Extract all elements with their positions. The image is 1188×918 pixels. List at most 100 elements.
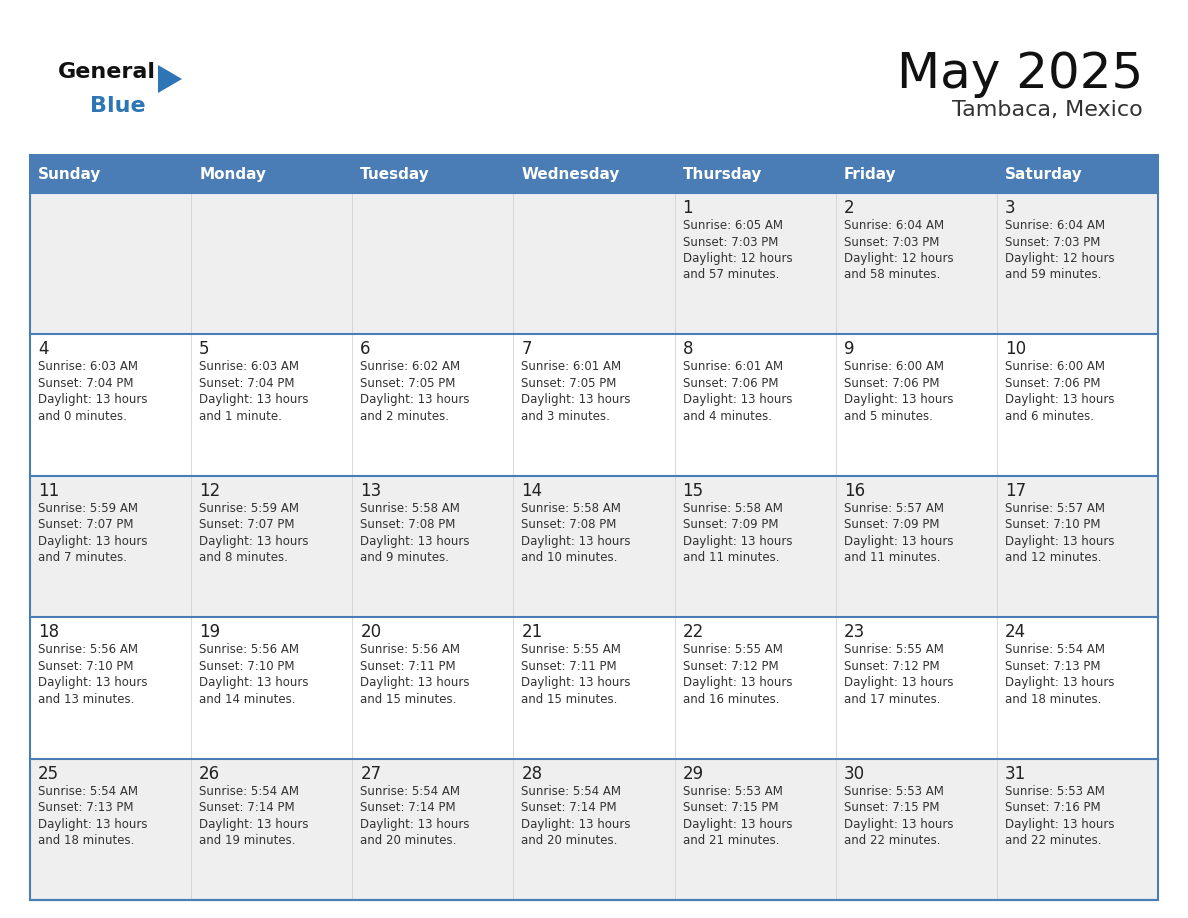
Text: Monday: Monday bbox=[200, 166, 266, 182]
Text: Sunset: 7:12 PM: Sunset: 7:12 PM bbox=[843, 660, 940, 673]
Text: 10: 10 bbox=[1005, 341, 1026, 358]
Text: Sunrise: 5:54 AM: Sunrise: 5:54 AM bbox=[1005, 644, 1105, 656]
Text: Sunset: 7:09 PM: Sunset: 7:09 PM bbox=[843, 519, 940, 532]
Text: Daylight: 13 hours: Daylight: 13 hours bbox=[1005, 677, 1114, 689]
Text: and 15 minutes.: and 15 minutes. bbox=[360, 693, 456, 706]
Text: Sunrise: 6:00 AM: Sunrise: 6:00 AM bbox=[1005, 361, 1105, 374]
Text: and 11 minutes.: and 11 minutes. bbox=[683, 552, 779, 565]
Text: Saturday: Saturday bbox=[1005, 166, 1082, 182]
Text: Daylight: 13 hours: Daylight: 13 hours bbox=[683, 818, 792, 831]
Text: Daylight: 13 hours: Daylight: 13 hours bbox=[38, 535, 147, 548]
Text: 13: 13 bbox=[360, 482, 381, 499]
Text: Thursday: Thursday bbox=[683, 166, 762, 182]
Text: and 0 minutes.: and 0 minutes. bbox=[38, 410, 127, 423]
Text: Sunrise: 5:55 AM: Sunrise: 5:55 AM bbox=[522, 644, 621, 656]
Text: Daylight: 13 hours: Daylight: 13 hours bbox=[200, 535, 309, 548]
Text: Sunset: 7:10 PM: Sunset: 7:10 PM bbox=[1005, 519, 1100, 532]
Bar bbox=[30, 617, 1158, 758]
Text: Sunset: 7:09 PM: Sunset: 7:09 PM bbox=[683, 519, 778, 532]
Text: Daylight: 13 hours: Daylight: 13 hours bbox=[522, 677, 631, 689]
Text: Blue: Blue bbox=[90, 96, 146, 116]
Text: Sunset: 7:10 PM: Sunset: 7:10 PM bbox=[38, 660, 133, 673]
Text: and 19 minutes.: and 19 minutes. bbox=[200, 834, 296, 847]
Text: and 58 minutes.: and 58 minutes. bbox=[843, 268, 940, 282]
Text: Sunrise: 5:59 AM: Sunrise: 5:59 AM bbox=[200, 502, 299, 515]
Text: Sunrise: 5:53 AM: Sunrise: 5:53 AM bbox=[843, 785, 943, 798]
Text: Daylight: 13 hours: Daylight: 13 hours bbox=[843, 394, 953, 407]
Text: Sunset: 7:08 PM: Sunset: 7:08 PM bbox=[522, 519, 617, 532]
Text: and 6 minutes.: and 6 minutes. bbox=[1005, 410, 1094, 423]
Bar bbox=[30, 334, 1158, 476]
Text: Sunset: 7:14 PM: Sunset: 7:14 PM bbox=[200, 801, 295, 814]
Text: Sunrise: 5:55 AM: Sunrise: 5:55 AM bbox=[683, 644, 783, 656]
Text: and 21 minutes.: and 21 minutes. bbox=[683, 834, 779, 847]
Text: and 20 minutes.: and 20 minutes. bbox=[360, 834, 456, 847]
Text: Sunrise: 5:54 AM: Sunrise: 5:54 AM bbox=[360, 785, 460, 798]
Text: Sunrise: 6:04 AM: Sunrise: 6:04 AM bbox=[1005, 219, 1105, 232]
Text: and 57 minutes.: and 57 minutes. bbox=[683, 268, 779, 282]
Text: 7: 7 bbox=[522, 341, 532, 358]
Text: and 12 minutes.: and 12 minutes. bbox=[1005, 552, 1101, 565]
Text: 17: 17 bbox=[1005, 482, 1026, 499]
Text: 24: 24 bbox=[1005, 623, 1026, 641]
Text: and 22 minutes.: and 22 minutes. bbox=[843, 834, 940, 847]
Text: Daylight: 13 hours: Daylight: 13 hours bbox=[683, 394, 792, 407]
Text: Daylight: 13 hours: Daylight: 13 hours bbox=[522, 394, 631, 407]
Text: Sunset: 7:05 PM: Sunset: 7:05 PM bbox=[522, 377, 617, 390]
Text: Sunrise: 5:57 AM: Sunrise: 5:57 AM bbox=[843, 502, 943, 515]
Text: Daylight: 13 hours: Daylight: 13 hours bbox=[683, 535, 792, 548]
Text: Daylight: 13 hours: Daylight: 13 hours bbox=[683, 677, 792, 689]
Text: Daylight: 13 hours: Daylight: 13 hours bbox=[38, 818, 147, 831]
Text: 5: 5 bbox=[200, 341, 209, 358]
Text: 1: 1 bbox=[683, 199, 693, 217]
Text: Friday: Friday bbox=[843, 166, 896, 182]
Text: 25: 25 bbox=[38, 765, 59, 783]
Text: 12: 12 bbox=[200, 482, 221, 499]
Text: Sunrise: 6:02 AM: Sunrise: 6:02 AM bbox=[360, 361, 461, 374]
Text: Daylight: 12 hours: Daylight: 12 hours bbox=[843, 252, 953, 265]
Bar bbox=[30, 758, 1158, 900]
Text: Daylight: 13 hours: Daylight: 13 hours bbox=[1005, 818, 1114, 831]
Text: Daylight: 12 hours: Daylight: 12 hours bbox=[683, 252, 792, 265]
Text: Sunrise: 5:54 AM: Sunrise: 5:54 AM bbox=[200, 785, 299, 798]
Text: Sunset: 7:13 PM: Sunset: 7:13 PM bbox=[1005, 660, 1100, 673]
Text: 16: 16 bbox=[843, 482, 865, 499]
Text: Daylight: 13 hours: Daylight: 13 hours bbox=[360, 818, 469, 831]
Text: General: General bbox=[58, 62, 156, 82]
Text: Daylight: 13 hours: Daylight: 13 hours bbox=[843, 818, 953, 831]
Text: Sunrise: 5:53 AM: Sunrise: 5:53 AM bbox=[1005, 785, 1105, 798]
Text: Sunset: 7:11 PM: Sunset: 7:11 PM bbox=[360, 660, 456, 673]
Text: 23: 23 bbox=[843, 623, 865, 641]
Text: Daylight: 13 hours: Daylight: 13 hours bbox=[200, 394, 309, 407]
Text: Sunrise: 5:56 AM: Sunrise: 5:56 AM bbox=[360, 644, 460, 656]
Text: Sunset: 7:06 PM: Sunset: 7:06 PM bbox=[683, 377, 778, 390]
Text: Sunset: 7:07 PM: Sunset: 7:07 PM bbox=[200, 519, 295, 532]
Text: and 7 minutes.: and 7 minutes. bbox=[38, 552, 127, 565]
Text: Daylight: 13 hours: Daylight: 13 hours bbox=[1005, 535, 1114, 548]
Text: 4: 4 bbox=[38, 341, 49, 358]
Text: Sunrise: 5:59 AM: Sunrise: 5:59 AM bbox=[38, 502, 138, 515]
Text: and 18 minutes.: and 18 minutes. bbox=[38, 834, 134, 847]
Text: Daylight: 12 hours: Daylight: 12 hours bbox=[1005, 252, 1114, 265]
Text: May 2025: May 2025 bbox=[897, 50, 1143, 98]
Text: Sunset: 7:03 PM: Sunset: 7:03 PM bbox=[1005, 236, 1100, 249]
Text: and 13 minutes.: and 13 minutes. bbox=[38, 693, 134, 706]
Text: Sunset: 7:04 PM: Sunset: 7:04 PM bbox=[200, 377, 295, 390]
Text: and 16 minutes.: and 16 minutes. bbox=[683, 693, 779, 706]
Text: Daylight: 13 hours: Daylight: 13 hours bbox=[843, 535, 953, 548]
Text: 6: 6 bbox=[360, 341, 371, 358]
Text: Sunrise: 5:56 AM: Sunrise: 5:56 AM bbox=[38, 644, 138, 656]
Text: Sunrise: 6:03 AM: Sunrise: 6:03 AM bbox=[200, 361, 299, 374]
Text: 9: 9 bbox=[843, 341, 854, 358]
Bar bbox=[30, 476, 1158, 617]
Text: Sunset: 7:15 PM: Sunset: 7:15 PM bbox=[843, 801, 940, 814]
Text: 2: 2 bbox=[843, 199, 854, 217]
Text: and 22 minutes.: and 22 minutes. bbox=[1005, 834, 1101, 847]
Text: and 18 minutes.: and 18 minutes. bbox=[1005, 693, 1101, 706]
Text: Sunset: 7:05 PM: Sunset: 7:05 PM bbox=[360, 377, 456, 390]
Text: and 11 minutes.: and 11 minutes. bbox=[843, 552, 940, 565]
Text: Wednesday: Wednesday bbox=[522, 166, 620, 182]
Text: Sunset: 7:14 PM: Sunset: 7:14 PM bbox=[360, 801, 456, 814]
Text: Sunset: 7:03 PM: Sunset: 7:03 PM bbox=[843, 236, 939, 249]
Text: Sunrise: 5:53 AM: Sunrise: 5:53 AM bbox=[683, 785, 783, 798]
